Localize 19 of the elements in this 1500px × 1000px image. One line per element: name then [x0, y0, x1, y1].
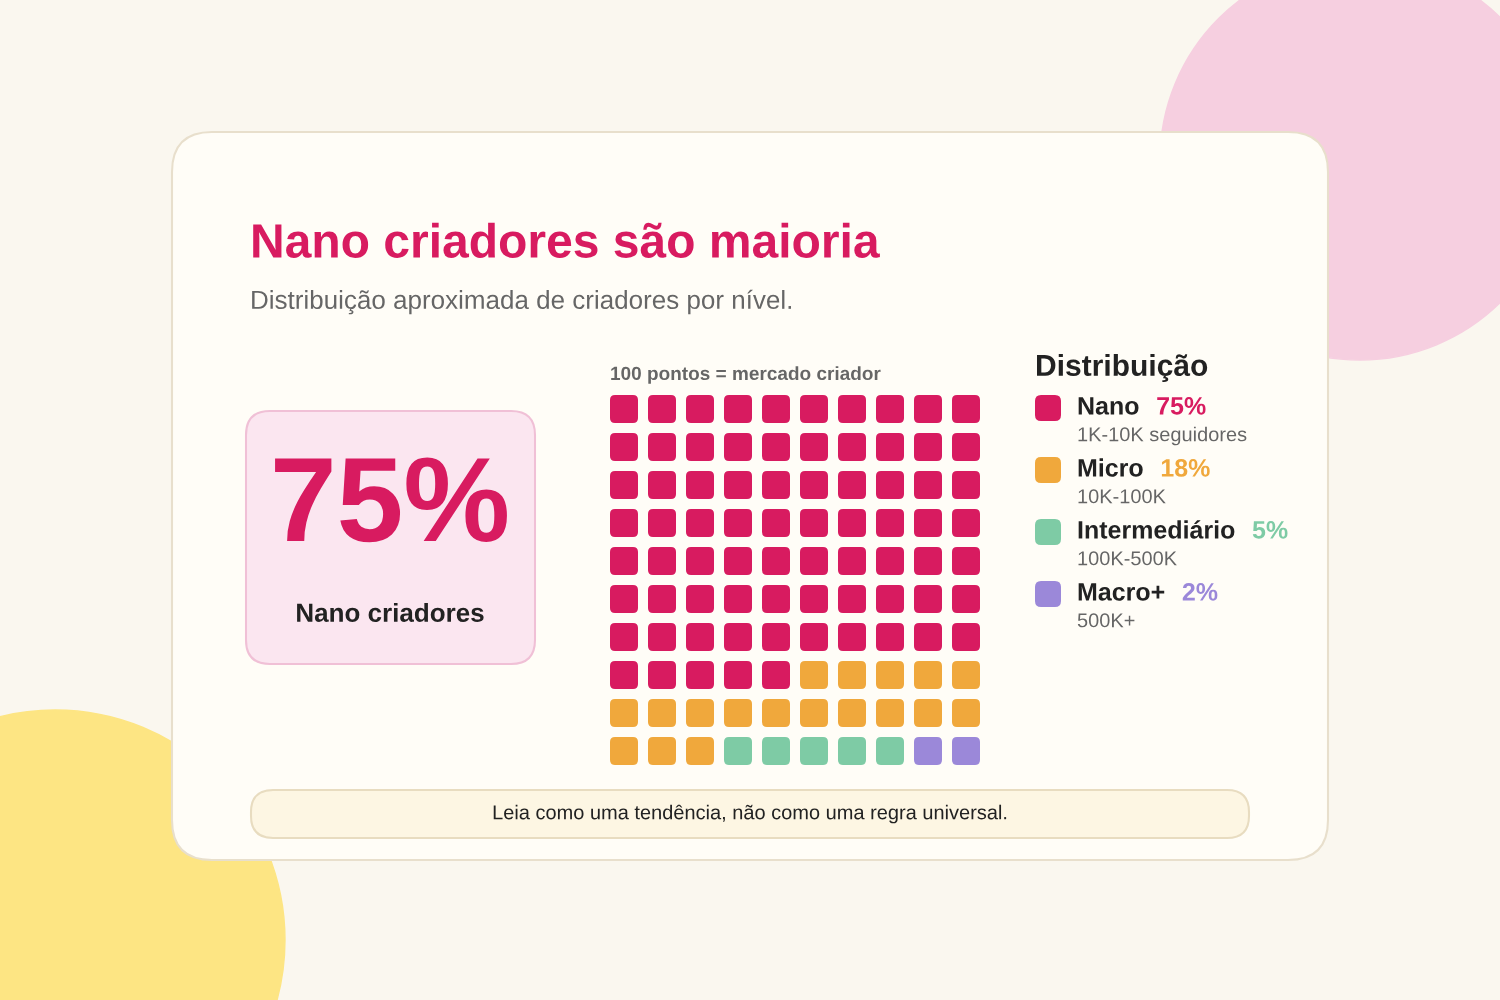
category-label: Intermediário — [1078, 520, 1235, 539]
data-label: 18% — [1161, 459, 1210, 477]
category-label: Nano — [1078, 397, 1139, 415]
text: Leia como uma tendência, não como uma regra universal. — [493, 804, 1007, 824]
data-label: 75% — [1157, 397, 1206, 415]
text: 100K-500K — [1078, 551, 1177, 566]
text: 10K-100K — [1078, 489, 1166, 504]
text: 75% — [275, 457, 507, 543]
text: 1K-10K seguidores — [1078, 426, 1247, 446]
text: Distribuição aproximada de criadores por nível. — [252, 289, 791, 315]
text: 100 pontos = mercado criador — [611, 366, 881, 384]
category-label: Micro — [1078, 458, 1143, 477]
category-label: Macro+ — [1078, 583, 1165, 601]
text: Nano criadores — [297, 602, 484, 622]
data-label: 5% — [1252, 521, 1288, 539]
data-label: 2% — [1182, 583, 1218, 601]
text: Nano criadores são maioria — [253, 222, 880, 258]
text: 500K+ — [1077, 613, 1135, 628]
legend-title: Distribuição — [1037, 354, 1208, 382]
